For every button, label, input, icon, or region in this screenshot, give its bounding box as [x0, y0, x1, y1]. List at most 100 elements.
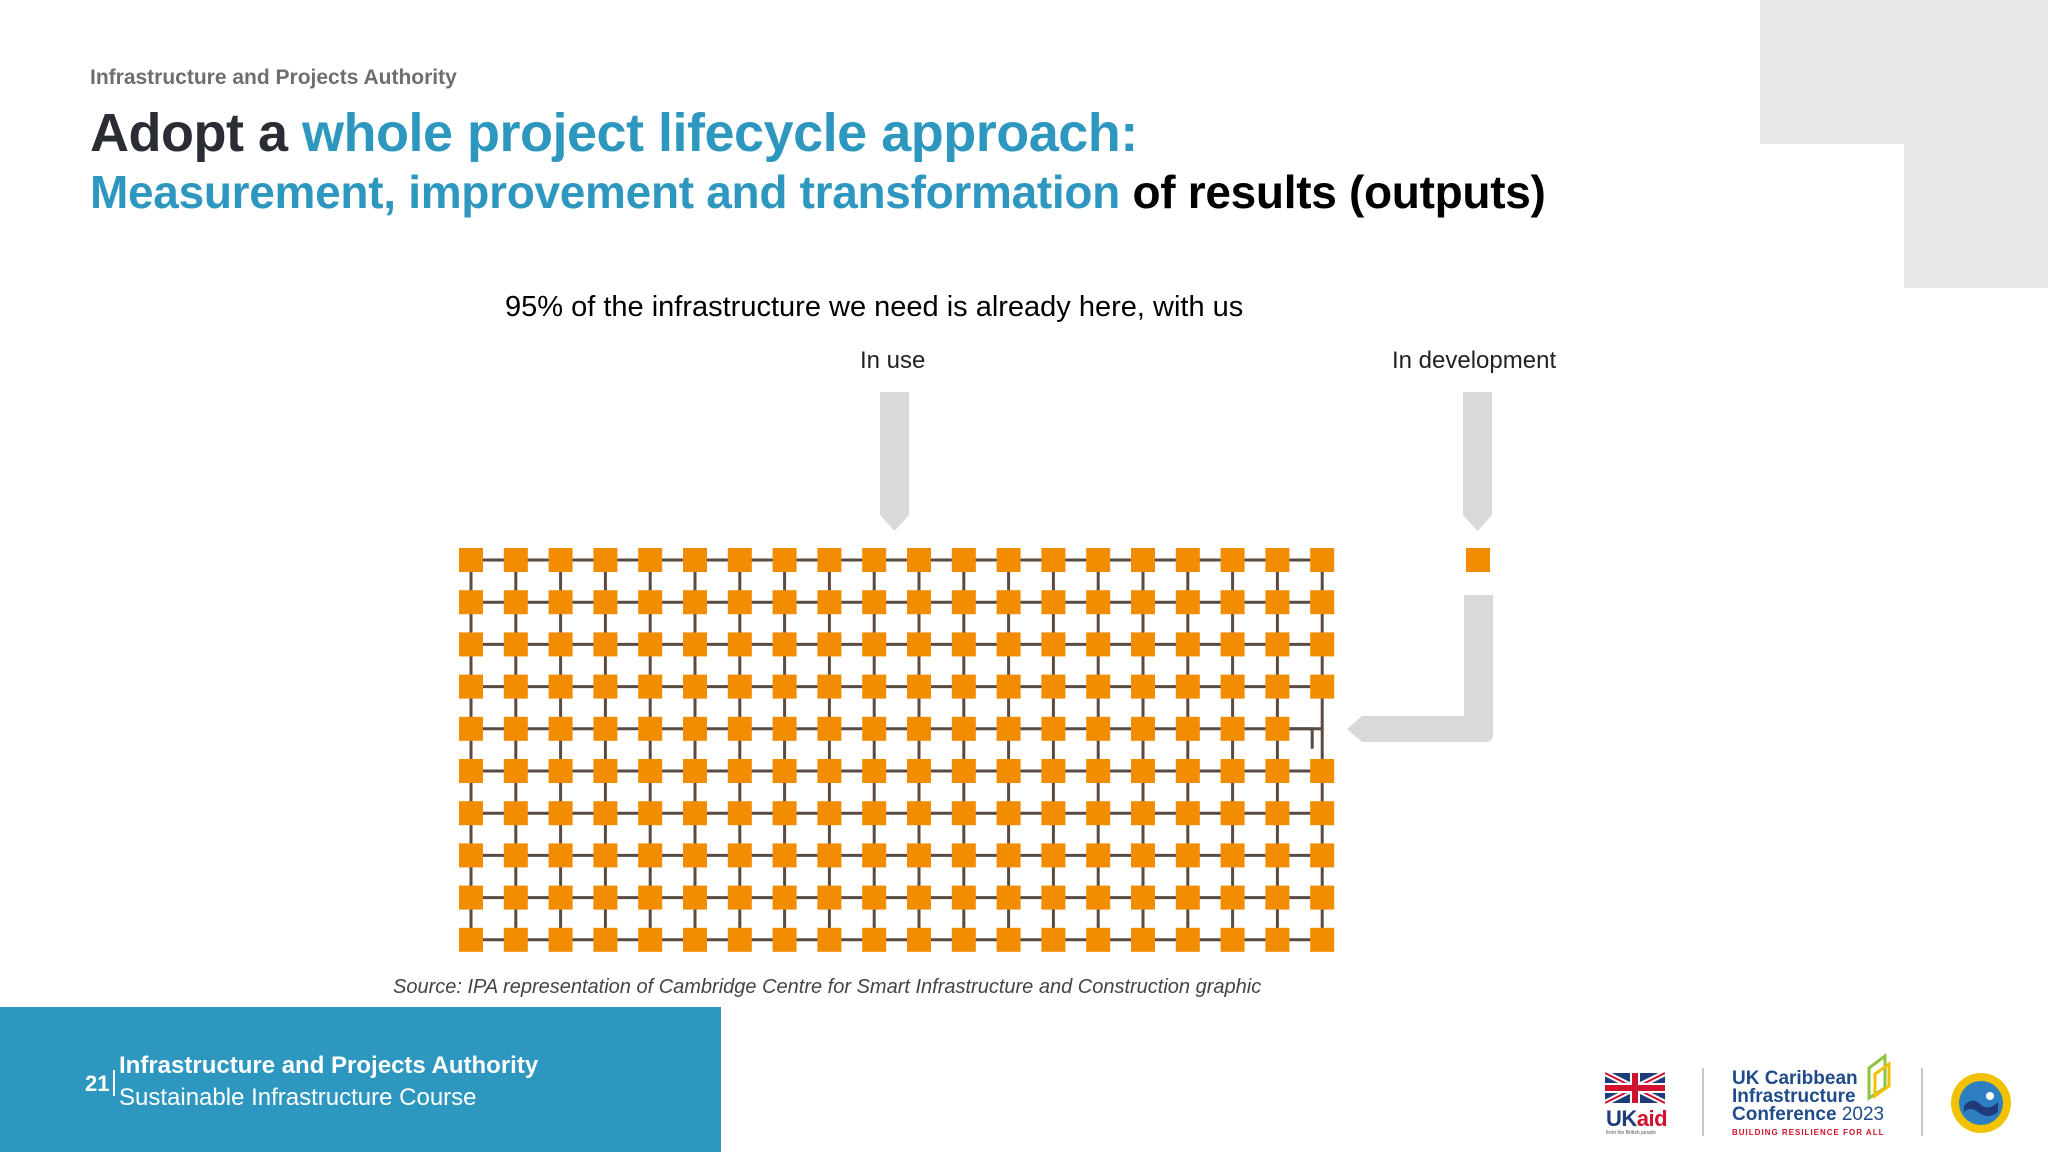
- in-use-node: [727, 548, 752, 572]
- in-use-node: [862, 632, 887, 657]
- in-use-node: [1265, 927, 1290, 952]
- in-use-node: [593, 548, 618, 572]
- in-use-node: [996, 548, 1021, 572]
- logo-divider-2: [1921, 1068, 1923, 1136]
- in-use-node: [638, 759, 663, 783]
- in-use-node: [772, 927, 797, 952]
- in-use-node: [638, 801, 663, 826]
- in-use-node: [772, 885, 797, 910]
- conference-name-line-3: Conference 2023: [1732, 1105, 1884, 1125]
- in-use-node: [1041, 843, 1066, 868]
- in-use-node: [1310, 632, 1335, 657]
- ukaid-aid: aid: [1636, 1106, 1668, 1131]
- in-use-node: [638, 674, 663, 699]
- conference-year: 2023: [1841, 1104, 1885, 1125]
- in-use-node: [1131, 716, 1155, 741]
- in-use-node: [1175, 759, 1200, 783]
- in-use-node: [548, 548, 573, 572]
- in-use-node: [727, 632, 752, 657]
- in-use-node: [638, 927, 663, 952]
- in-use-node: [638, 843, 663, 868]
- in-use-node: [1086, 716, 1111, 741]
- in-use-node: [817, 759, 842, 783]
- in-use-node: [683, 885, 707, 910]
- in-use-node: [727, 885, 752, 910]
- in-use-node: [1175, 548, 1200, 572]
- in-use-node: [862, 590, 887, 615]
- in-use-node: [1220, 674, 1245, 699]
- in-use-node: [727, 801, 752, 826]
- in-use-node: [593, 843, 618, 868]
- in-use-node: [1086, 590, 1111, 615]
- in-use-node: [1265, 759, 1290, 783]
- in-use-node: [996, 885, 1021, 910]
- in-use-node: [683, 843, 707, 868]
- source-note: Source: IPA representation of Cambridge …: [393, 976, 1262, 998]
- conference-word: Conference: [1732, 1104, 1837, 1125]
- in-use-node: [459, 759, 483, 783]
- in-use-arrow: [880, 392, 909, 531]
- in-use-node: [1041, 548, 1066, 572]
- in-use-node: [1310, 674, 1335, 699]
- in-use-node: [907, 632, 931, 657]
- in-use-node: [548, 632, 573, 657]
- network-connectors: [469, 558, 1324, 942]
- slide-title-line-2: Measurement, improvement and transformat…: [90, 162, 1546, 222]
- in-use-node: [907, 759, 931, 783]
- in-use-node: [459, 716, 483, 741]
- in-use-node: [907, 590, 931, 615]
- in-use-node: [772, 674, 797, 699]
- ukaid-uk: UK: [1606, 1106, 1637, 1131]
- in-use-node: [727, 927, 752, 952]
- in-use-node: [1220, 632, 1245, 657]
- in-use-node: [817, 590, 842, 615]
- in-use-node: [683, 927, 707, 952]
- in-use-node: [817, 632, 842, 657]
- in-use-node: [996, 716, 1021, 741]
- title-line-1-highlight: whole project lifecycle approach:: [301, 103, 1138, 163]
- in-use-node: [1131, 801, 1155, 826]
- in-use-node: [683, 548, 707, 572]
- in-use-node: [727, 590, 752, 615]
- title-line-2-plain: of results (outputs): [1119, 166, 1546, 218]
- in-use-node: [593, 674, 618, 699]
- footer-course-name: Sustainable Infrastructure Course: [119, 1084, 477, 1111]
- in-use-node: [548, 801, 573, 826]
- in-use-node: [772, 590, 797, 615]
- in-use-node: [548, 843, 573, 868]
- in-use-node: [503, 674, 528, 699]
- in-use-node: [683, 632, 707, 657]
- in-use-node: [951, 590, 976, 615]
- in-use-node: [548, 885, 573, 910]
- in-use-node: [907, 674, 931, 699]
- in-use-node: [1265, 632, 1290, 657]
- in-use-node: [907, 548, 931, 572]
- in-use-node: [1175, 590, 1200, 615]
- in-use-node: [772, 759, 797, 783]
- in-use-node: [503, 590, 528, 615]
- in-use-node: [1175, 632, 1200, 657]
- in-use-node: [862, 716, 887, 741]
- in-use-node: [503, 548, 528, 572]
- in-use-node: [503, 843, 528, 868]
- in-use-node: [996, 674, 1021, 699]
- in-development-node: [1466, 548, 1490, 572]
- corner-decoration-bottom: [1904, 144, 2048, 288]
- in-development-link-arrow: [1347, 595, 1493, 742]
- conference-name-line-1: UK Caribbean: [1732, 1068, 1858, 1089]
- in-use-node: [1175, 716, 1200, 741]
- in-use-node: [862, 674, 887, 699]
- in-use-node: [996, 801, 1021, 826]
- in-use-node: [1220, 716, 1245, 741]
- in-use-node: [996, 632, 1021, 657]
- in-use-node: [1175, 927, 1200, 952]
- in-use-node: [862, 759, 887, 783]
- in-use-node: [503, 885, 528, 910]
- in-use-node: [1041, 632, 1066, 657]
- in-use-node: [996, 590, 1021, 615]
- in-use-node: [638, 632, 663, 657]
- logo-divider-1: [1702, 1068, 1704, 1136]
- title-line-1-plain: Adopt a: [90, 103, 302, 163]
